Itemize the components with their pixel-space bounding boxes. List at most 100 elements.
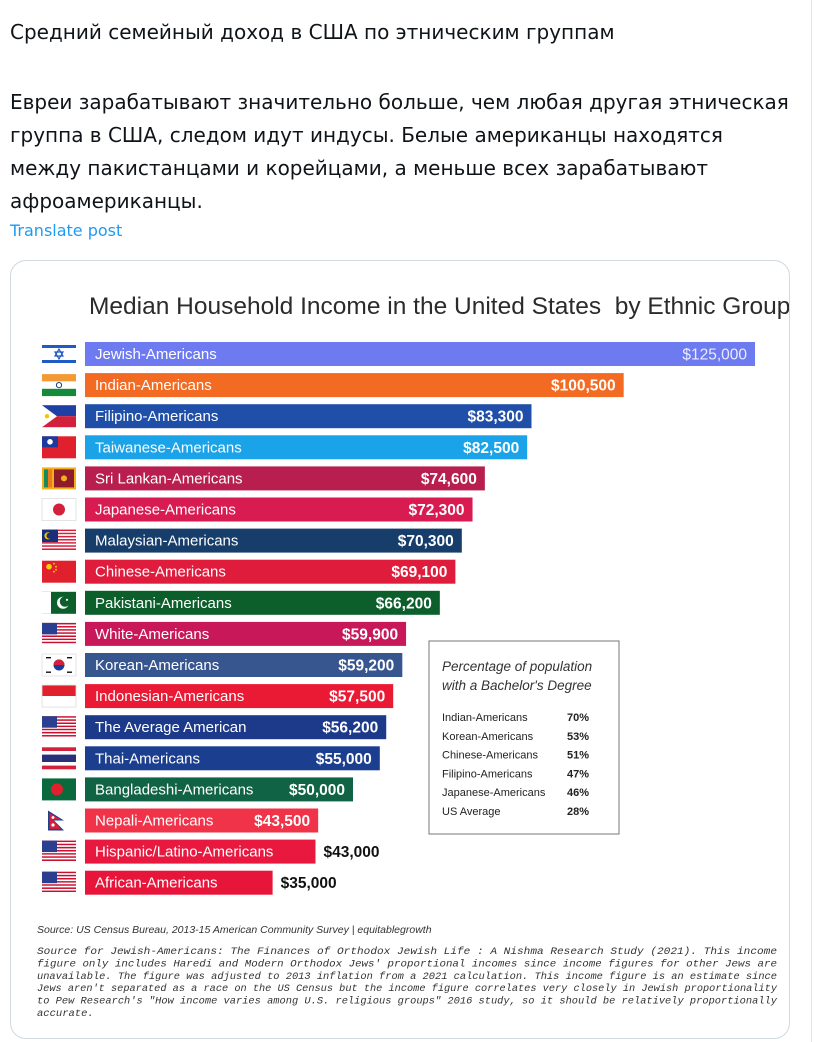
bar-label: Pakistani-Americans (95, 595, 232, 612)
inset-row-value: 70% (567, 712, 589, 724)
bar (85, 528, 462, 553)
philippines-flag-icon (42, 405, 76, 428)
bar-label: Jewish-Americans (95, 346, 217, 363)
bar-row: Pakistani-Americans $66,200 (42, 590, 440, 615)
chart-source: Source: US Census Bureau, 2013-15 Americ… (37, 924, 432, 936)
bar-value-label: $83,300 (467, 409, 523, 426)
bar (85, 808, 319, 833)
indonesia-flag-icon (41, 684, 77, 708)
chart-title: Median Household Income in the United St… (89, 293, 789, 320)
bar (85, 373, 624, 398)
source-note-line: Source for Jewish-Americans: The Finance… (37, 946, 777, 958)
bar (85, 466, 485, 491)
bar-row: Sri Lankan-Americans $74,600 (42, 466, 485, 491)
bar-row: Nepali-Americans $43,500 (48, 808, 319, 833)
inset-row-value: 46% (567, 787, 589, 799)
bar (85, 746, 380, 771)
bar-label: Malaysian-Americans (95, 533, 238, 550)
bar (85, 342, 755, 366)
bar-row: Filipino-Americans $83,300 (42, 404, 532, 429)
bachelor-degree-inset: Percentage of population with a Bachelor… (428, 640, 620, 835)
bar-value-label: $66,200 (376, 595, 432, 612)
bar-value-label: $72,300 (408, 502, 464, 519)
usa-flag-icon (42, 840, 76, 863)
inset-row-label: Japanese-Americans (442, 787, 546, 799)
bangladesh-flag-icon (42, 778, 76, 801)
inset-row-label: Indian-Americans (442, 712, 528, 724)
taiwan-flag-icon (42, 436, 76, 459)
inset-title-line-2: with a Bachelor's Degree (442, 678, 592, 693)
inset-row-label: Korean-Americans (442, 731, 534, 743)
bar-value-label: $57,500 (329, 689, 385, 706)
south-korea-flag-icon (41, 653, 77, 677)
india-flag-icon (42, 374, 76, 397)
usa-flag-icon (42, 622, 76, 645)
bar-label: Bangladeshi-Americans (95, 781, 253, 798)
bar-value-label: $125,000 (682, 347, 747, 364)
thailand-flag-icon (42, 747, 76, 770)
usa-flag-icon (42, 871, 76, 894)
bar-label: Chinese-Americans (95, 564, 226, 581)
inset-row-label: Chinese-Americans (442, 750, 538, 762)
bar-value-label: $82,500 (463, 440, 519, 457)
bar (85, 715, 387, 740)
bar (85, 777, 353, 802)
bar-label: Nepali-Americans (95, 813, 213, 830)
bar-row: African-Americans $35,000 (42, 870, 337, 895)
bar-value-label: $35,000 (281, 875, 337, 892)
china-flag-icon (42, 560, 76, 583)
bar-row: Thai-Americans $55,000 (42, 746, 380, 771)
pakistan-flag-icon (42, 591, 76, 614)
inset-row-value: 28% (567, 806, 589, 818)
sri-lanka-flag-icon (42, 467, 76, 490)
bar-row: Indonesian-Americans $57,500 (41, 684, 394, 709)
chart-image-card[interactable]: Median Household Income in the United St… (10, 260, 790, 1039)
bar-label: Indian-Americans (95, 377, 212, 394)
post-body: Евреи зарабатывают значительно больше, ч… (10, 90, 789, 213)
translate-post-link[interactable]: Translate post (10, 221, 123, 240)
source-note-line: Jews aren't separated as a race on the U… (37, 983, 778, 995)
inset-box (428, 640, 620, 835)
bar-row: Jewish-Americans $125,000 (42, 342, 755, 366)
source-note-line: accurate. (37, 1008, 94, 1020)
bar (85, 435, 528, 460)
bar-row: Bangladeshi-Americans $50,000 (42, 777, 353, 802)
bar-value-label: $59,200 (338, 658, 394, 675)
bar-row: Chinese-Americans $69,100 (42, 559, 456, 584)
source-note-line: unavailable. The figure was adjusted to … (37, 971, 777, 983)
scrollbar-divider (811, 0, 812, 1042)
bar-label: Filipino-Americans (95, 408, 218, 425)
bar-row: Korean-Americans $59,200 (41, 653, 403, 677)
bar-label: White-Americans (95, 626, 209, 643)
income-bar-chart: Median Household Income in the United St… (37, 293, 789, 1020)
bar (85, 870, 273, 895)
israel-flag-icon (42, 343, 76, 365)
bar-value-label: $69,100 (391, 564, 447, 581)
bar-label: Sri Lankan-Americans (95, 470, 243, 487)
bar-value-label: $100,500 (551, 378, 616, 395)
nepal-flag-icon (48, 810, 64, 831)
bar-value-label: $55,000 (316, 751, 372, 768)
bar (85, 590, 440, 615)
bar (85, 404, 532, 429)
bar (85, 621, 407, 646)
bar-label: Taiwanese-Americans (95, 439, 242, 456)
japan-flag-icon (41, 498, 77, 521)
bar-label: Indonesian-Americans (95, 688, 244, 705)
bar-row: Malaysian-Americans $70,300 (42, 528, 462, 553)
inset-row-value: 47% (567, 768, 589, 780)
bar (85, 497, 473, 522)
bar-label: Korean-Americans (95, 657, 219, 674)
bar-label: Japanese-Americans (95, 502, 236, 519)
bar-value-label: $70,300 (398, 533, 454, 550)
bar (85, 559, 456, 584)
post-heading: Средний семейный доход в США по этническ… (10, 20, 615, 44)
bar-value-label: $56,200 (322, 720, 378, 737)
bar-label: Thai-Americans (95, 750, 200, 767)
bar-row: Hispanic/Latino-Americans $43,000 (42, 839, 380, 864)
source-note-line: to Pew Research's "How income varies amo… (37, 996, 778, 1008)
bar-row: Taiwanese-Americans $82,500 (42, 435, 528, 460)
bar-row: White-Americans $59,900 (42, 621, 407, 646)
bar-value-label: $43,500 (254, 813, 310, 830)
inset-title-line-1: Percentage of population (442, 659, 592, 674)
